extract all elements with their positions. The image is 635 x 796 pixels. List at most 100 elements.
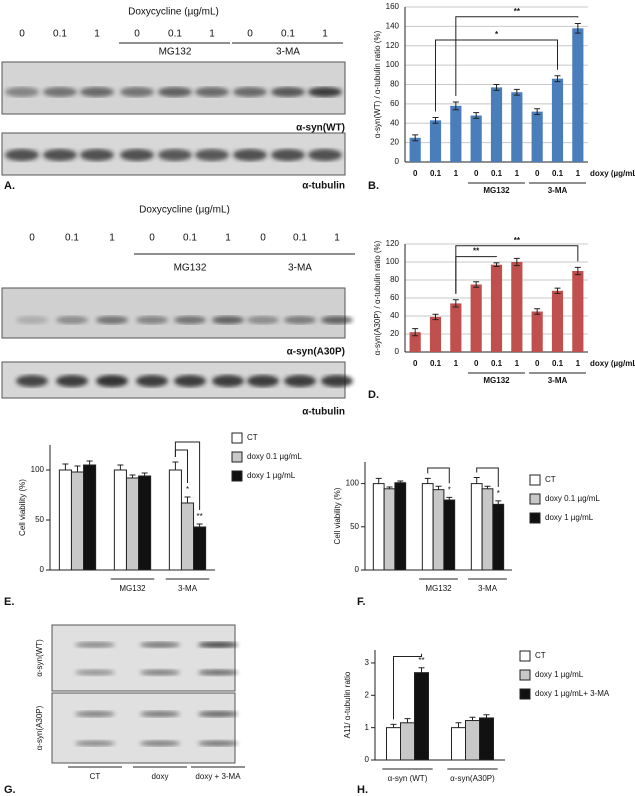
band [233,149,267,161]
x-tick-label: 0.1 [430,359,442,368]
error-bar [473,477,480,484]
group-label: 3-MA [276,47,300,58]
band [198,641,238,648]
x-tick-label: MG132 [119,584,146,593]
error-bar [513,88,520,96]
bar [551,78,564,162]
panel-label: H. [357,784,368,796]
bar [443,499,456,571]
y-tick-label: 0 [355,565,360,574]
band [271,149,305,161]
y-tick-label: 60 [390,99,399,108]
bar [83,464,97,571]
bar [383,488,396,571]
error-bar [404,718,411,723]
band [195,87,229,97]
y-tick-label: 50 [35,515,44,524]
y-tick-label: 120 [386,239,400,248]
bracket [393,653,422,720]
bar [409,332,421,352]
band [75,711,115,717]
panel-label: B. [368,180,379,192]
band [43,87,77,97]
y-axis-label: α-syn(A30P) / α-tubulin ratio (%) [373,240,382,355]
y-tick-label: 20 [390,138,399,147]
y-tick-label: 100 [31,465,45,474]
band [271,87,305,97]
lane-label: 1 [334,233,340,244]
bracket [427,467,450,484]
legend-swatch [519,669,531,681]
y-tick-label: 100 [346,479,360,488]
bar [421,483,434,571]
y-tick-label: 20 [390,329,399,338]
y-tick-label: 120 [386,41,400,50]
bar [492,503,505,571]
legend-label: doxy 0.1 µg/mL [545,494,600,503]
x-tick-label: 0.1 [552,359,564,368]
error-bar [473,112,480,119]
bar [193,526,207,571]
x-axis-label: doxy (µg/mL) [590,359,635,368]
error-bar [495,500,502,505]
x-tick-label: 0.1 [491,169,503,178]
x-tick-label: 1 [454,169,459,178]
band [247,375,279,387]
legend-label: doxy 1 µg/mL [247,471,296,480]
lane-label: 0 [260,233,266,244]
error-bar [493,84,500,91]
lane-label: 1 [322,29,328,40]
panel-label: F. [357,596,366,608]
bar [429,120,442,162]
group-label: 3-MA [548,376,568,385]
band [212,316,244,324]
band [75,641,115,648]
error-bar [62,463,69,470]
y-tick-label: 3 [365,658,370,667]
group-label: 3-MA [548,186,568,195]
lane-label: 0.1 [53,29,67,40]
band [284,316,316,324]
legend-swatch [519,688,531,700]
error-bar [493,262,500,267]
error-bar [435,485,442,490]
group-label: MG132 [483,186,510,195]
error-bar [483,714,490,718]
error-bar [469,716,476,721]
y-tick-label: 2 [365,690,370,699]
lane-label: CT [90,772,101,781]
band [247,316,279,324]
y-tick-label: 80 [390,80,399,89]
bar [531,111,543,162]
legend-swatch [231,432,243,444]
error-bar [432,313,439,321]
band [5,149,39,161]
band [80,87,114,97]
x-tick-label: 3-MA [478,584,498,593]
band-label: α-syn(A30P) [287,347,345,358]
y-tick-label: 1 [365,723,370,732]
bar [394,482,407,571]
band [140,740,180,747]
error-bar [534,108,541,116]
bar [470,483,483,571]
x-tick-label: 0 [413,169,418,178]
x-tick-label: 0.1 [552,169,564,178]
band [198,669,238,676]
x-tick-label: MG132 [425,584,452,593]
y-tick-label: 80 [390,275,399,284]
legend-swatch [231,451,243,463]
error-bar [74,465,81,472]
bar [138,475,152,571]
band [174,316,206,324]
band [80,149,114,161]
legend-swatch [519,650,531,662]
band [140,641,180,648]
error-bar [574,22,581,34]
y-tick-label: 160 [386,2,400,11]
lane-label: 1 [109,233,115,244]
band [120,149,154,161]
band [233,87,267,97]
band [308,149,342,161]
